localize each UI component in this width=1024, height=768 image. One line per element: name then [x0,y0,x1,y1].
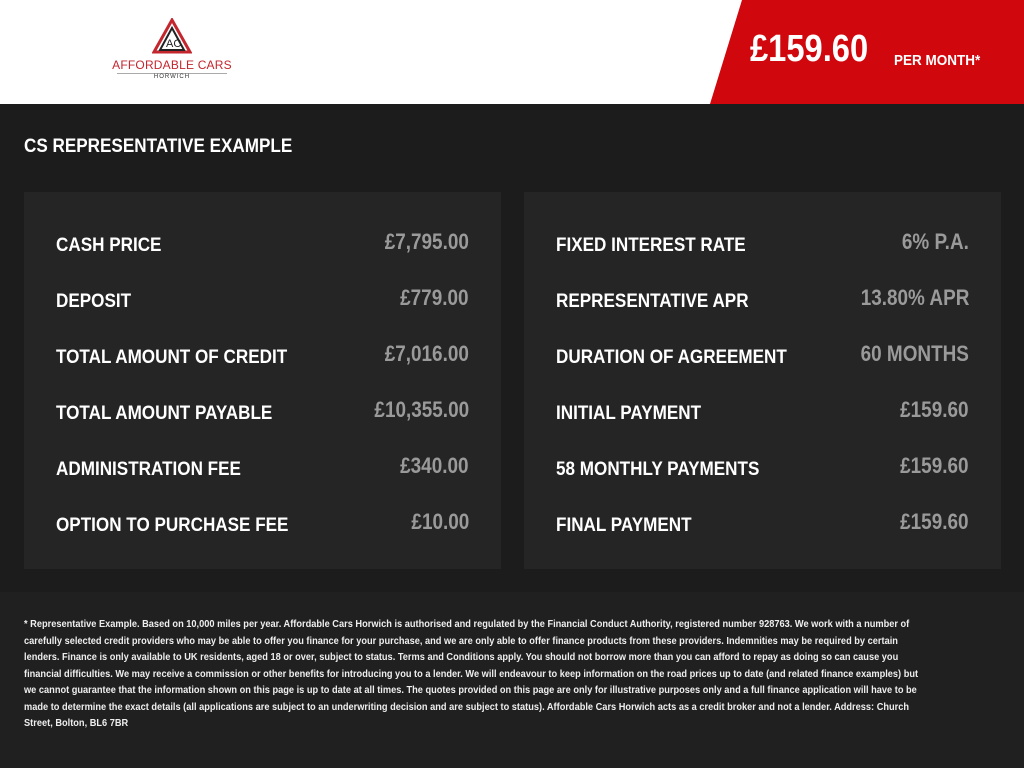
header: AC AFFORDABLE CARS HORWICH £159.60 PER M… [0,0,1024,104]
finance-label: DURATION OF AGREEMENT [556,347,787,368]
finance-value: £779.00 [400,285,469,310]
finance-row: TOTAL AMOUNT PAYABLE £10,355.00 [56,382,469,438]
finance-label: TOTAL AMOUNT PAYABLE [56,403,273,424]
brand-location: HORWICH [117,73,227,80]
finance-label: FINAL PAYMENT [556,515,692,536]
finance-label: OPTION TO PURCHASE FEE [56,515,289,536]
finance-value: £159.60 [900,397,969,422]
finance-label: DEPOSIT [56,291,132,312]
logo[interactable]: AC AFFORDABLE CARS HORWICH [112,18,232,84]
brand-name: AFFORDABLE CARS [112,58,232,72]
monthly-price: £159.60 [750,28,869,70]
finance-value: £10,355.00 [374,397,469,422]
finance-row: FINAL PAYMENT £159.60 [556,494,969,550]
finance-row: ADMINISTRATION FEE £340.00 [56,438,469,494]
finance-label: 58 MONTHLY PAYMENTS [556,459,760,480]
finance-row: CASH PRICE £7,795.00 [56,214,469,270]
finance-value: £340.00 [400,453,469,478]
right-finance-panel: FIXED INTEREST RATE 6% P.A. REPRESENTATIVE… [524,192,1001,569]
finance-label: CASH PRICE [56,235,162,256]
finance-label: REPRESENTATIVE APR [556,291,749,312]
finance-row: FIXED INTEREST RATE 6% P.A. [556,214,969,270]
finance-value: 6% P.A. [902,229,969,254]
finance-row: TOTAL AMOUNT OF CREDIT £7,016.00 [56,326,469,382]
finance-label: TOTAL AMOUNT OF CREDIT [56,347,288,368]
finance-value: £159.60 [900,509,969,534]
finance-value: £7,795.00 [384,229,469,254]
per-month-label: PER MONTH* [894,52,981,69]
finance-label: INITIAL PAYMENT [556,403,702,424]
finance-label: ADMINISTRATION FEE [56,459,241,480]
finance-row: INITIAL PAYMENT £159.60 [556,382,969,438]
finance-value: £159.60 [900,453,969,478]
finance-value: 60 MONTHS [860,341,969,366]
footer: * Representative Example. Based on 10,00… [0,592,1024,768]
finance-value: £7,016.00 [384,341,469,366]
finance-label: FIXED INTEREST RATE [556,235,746,256]
logo-triangle-icon: AC [152,18,192,54]
left-finance-panel: CASH PRICE £7,795.00 DEPOSIT £779.00 TOTAL A… [24,192,501,569]
finance-row: DEPOSIT £779.00 [56,270,469,326]
finance-row: DURATION OF AGREEMENT 60 MONTHS [556,326,969,382]
finance-row: OPTION TO PURCHASE FEE £10.00 [56,494,469,550]
finance-row: REPRESENTATIVE APR 13.80% APR [556,270,969,326]
price-banner: £159.60 PER MONTH* [710,0,1024,104]
page-title: CS REPRESENTATIVE EXAMPLE [24,136,293,157]
svg-text:AC: AC [166,38,181,50]
finance-value: 13.80% APR [860,285,969,310]
disclaimer-text: * Representative Example. Based on 10,00… [24,618,919,729]
finance-value: £10.00 [411,509,469,534]
finance-row: 58 MONTHLY PAYMENTS £159.60 [556,438,969,494]
